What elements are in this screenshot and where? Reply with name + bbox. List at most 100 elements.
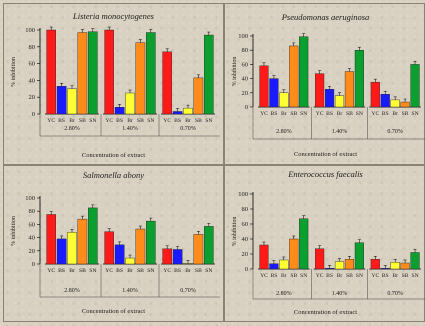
- x-tick-label-salmonella: Br: [185, 268, 191, 274]
- bar-enterococcus-sn: [299, 218, 309, 270]
- y-tick-label-salmonella: 100: [25, 195, 35, 202]
- x-tick-label-pseudomonas: SN: [356, 111, 363, 117]
- y-tick-label-listeria: 20: [29, 94, 36, 101]
- bar-listeria-sn: [87, 31, 98, 115]
- x-tick-label-salmonella: SN: [205, 268, 212, 274]
- y-tick-label-pseudomonas: 40: [242, 76, 249, 83]
- group-label-enterococcus: 1.40%: [332, 291, 348, 297]
- x-tick-label-pseudomonas: YC: [371, 111, 379, 117]
- bar-pseudomonas-sn: [299, 36, 309, 108]
- x-axis-label-salmonella: Concentration of extract: [82, 308, 145, 315]
- bar-listeria-br: [125, 92, 135, 115]
- x-tick-label-enterococcus: SB: [346, 273, 353, 279]
- y-tick-label-salmonella: 80: [29, 208, 36, 215]
- group-label-listeria: 2.80%: [64, 126, 80, 132]
- y-tick-label-enterococcus: 20: [242, 251, 249, 258]
- group-label-pseudomonas: 0.70%: [387, 129, 403, 135]
- bar-enterococcus-br: [390, 262, 400, 270]
- bar-enterococcus-bs: [269, 263, 279, 270]
- bar-listeria-br: [183, 107, 193, 115]
- x-tick-label-pseudomonas: Br: [392, 111, 398, 117]
- bar-pseudomonas-br: [390, 99, 400, 108]
- x-tick-label-pseudomonas: SN: [300, 111, 307, 117]
- group-label-enterococcus: 2.80%: [276, 291, 292, 297]
- bar-salmonella-yc: [104, 231, 114, 265]
- bar-enterococcus-sb: [289, 238, 299, 270]
- panel-salmonella: Salmonella abony % inhibition 0 20 40 60 80 100…: [3, 165, 224, 322]
- x-tick-label-salmonella: BS: [116, 268, 123, 274]
- x-tick-label-pseudomonas: BS: [382, 111, 389, 117]
- x-tick-label-listeria: BS: [116, 118, 123, 124]
- y-tick-label-listeria: 40: [29, 77, 36, 84]
- x-tick-label-pseudomonas: YC: [260, 111, 268, 117]
- x-tick-label-enterococcus: BS: [270, 273, 277, 279]
- bar-salmonella-sb: [77, 218, 88, 265]
- bar-salmonella-bs: [172, 249, 183, 265]
- x-tick-label-listeria: BS: [58, 118, 65, 124]
- y-tick-label-salmonella: 0: [32, 261, 35, 268]
- x-tick-label-salmonella: SB: [137, 268, 144, 274]
- bar-pseudomonas-br: [334, 95, 345, 108]
- bar-salmonella-br: [183, 263, 193, 265]
- x-tick-label-enterococcus: Br: [281, 273, 287, 279]
- panel-enterococcus: Enterococcus faecalis % inhibition 0 20 40 60…: [224, 165, 425, 322]
- bar-salmonella-sb: [193, 234, 204, 265]
- bar-pseudomonas-yc: [370, 81, 380, 108]
- x-tick-label-listeria: SB: [79, 118, 86, 124]
- x-tick-label-listeria: YC: [47, 118, 55, 124]
- bar-pseudomonas-sb: [400, 101, 410, 108]
- group-label-pseudomonas: 2.80%: [276, 129, 292, 135]
- x-tick-label-listeria: YC: [163, 118, 171, 124]
- x-tick-label-listeria: Br: [69, 118, 75, 124]
- bar-pseudomonas-bs: [324, 89, 335, 108]
- x-tick-label-listeria: SB: [137, 118, 144, 124]
- x-tick-label-enterococcus: BS: [326, 273, 333, 279]
- bar-listeria-br: [67, 88, 77, 115]
- x-tick-label-listeria: SN: [147, 118, 154, 124]
- x-tick-label-listeria: YC: [105, 118, 113, 124]
- bar-salmonella-br: [67, 232, 77, 265]
- x-tick-label-enterococcus: Br: [392, 273, 398, 279]
- bar-listeria-yc: [46, 29, 56, 115]
- bar-pseudomonas-sn: [354, 50, 364, 108]
- bar-pseudomonas-bs: [269, 78, 279, 108]
- y-tick-label-pseudomonas: 0: [245, 104, 248, 111]
- x-tick-label-enterococcus: SB: [290, 273, 297, 279]
- panel-pseudomonas: Pseudomonas aeruginosa % inhibition 0 20 40 6…: [224, 3, 425, 165]
- x-tick-label-pseudomonas: SB: [402, 111, 409, 117]
- group-label-listeria: 1.40%: [122, 126, 138, 132]
- group-label-salmonella: 0.70%: [180, 288, 196, 294]
- x-tick-label-salmonella: Br: [127, 268, 133, 274]
- bar-listeria-sb: [135, 42, 146, 115]
- bar-enterococcus-bs: [324, 268, 335, 270]
- bar-listeria-bs: [172, 111, 183, 115]
- x-tick-label-salmonella: SB: [79, 268, 86, 274]
- chart-listeria: Listeria monocytogenes % inhibition 0 20 40 6…: [11, 11, 220, 159]
- x-tick-label-enterococcus: Br: [337, 273, 343, 279]
- bar-listeria-bs: [56, 86, 67, 115]
- y-tick-label-enterococcus: 0: [245, 266, 248, 273]
- chart-salmonella: Salmonella abony % inhibition 0 20 40 60 80 100…: [11, 170, 220, 315]
- chart-pseudomonas: Pseudomonas aeruginosa % inhibition 0 20 40 6…: [232, 12, 425, 158]
- y-tick-label-enterococcus: 40: [242, 236, 249, 243]
- bar-listeria-bs: [114, 107, 125, 115]
- x-tick-label-salmonella: BS: [174, 268, 181, 274]
- x-tick-label-salmonella: BS: [58, 268, 65, 274]
- x-tick-label-salmonella: Br: [69, 268, 75, 274]
- x-tick-label-enterococcus: YC: [316, 273, 324, 279]
- y-tick-label-enterococcus: 80: [242, 206, 249, 213]
- bar-listeria-sn: [145, 32, 156, 115]
- y-tick-label-enterococcus: 60: [242, 221, 249, 228]
- y-axis-label-enterococcus: % inhibition: [232, 217, 238, 247]
- bar-pseudomonas-sb: [289, 45, 299, 108]
- bar-salmonella-bs: [114, 244, 125, 265]
- bar-salmonella-sn: [203, 226, 214, 265]
- x-tick-label-enterococcus: SN: [411, 273, 418, 279]
- x-tick-label-salmonella: SB: [195, 268, 202, 274]
- bar-listeria-yc: [104, 29, 114, 115]
- y-tick-label-salmonella: 40: [29, 235, 36, 242]
- bar-enterococcus-sb: [400, 262, 410, 270]
- x-tick-label-enterococcus: YC: [260, 273, 268, 279]
- bar-enterococcus-yc: [259, 244, 269, 270]
